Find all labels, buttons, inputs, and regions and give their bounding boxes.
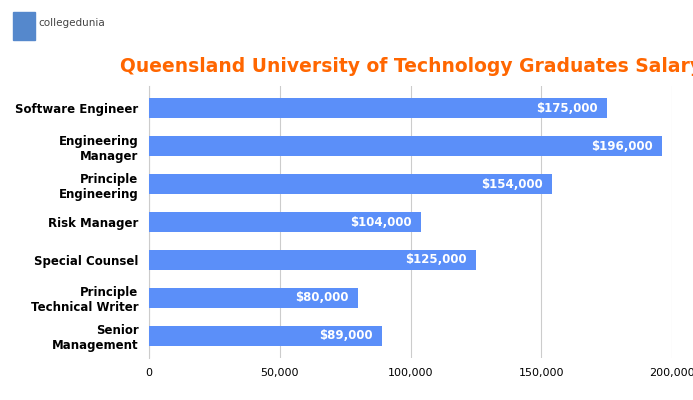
Text: $104,000: $104,000 [350,216,412,228]
Bar [149,212,421,232]
Bar [149,250,476,270]
Text: $154,000: $154,000 [481,178,543,190]
Bar [149,288,358,308]
Text: $175,000: $175,000 [536,102,597,115]
Text: $89,000: $89,000 [319,329,373,342]
Text: $196,000: $196,000 [591,140,653,153]
Bar [149,326,382,346]
Bar [149,98,607,118]
Text: $125,000: $125,000 [405,254,467,266]
Text: $80,000: $80,000 [296,291,349,304]
Bar [149,136,662,156]
Title: Queensland University of Technology Graduates Salary: Queensland University of Technology Grad… [119,57,693,76]
Text: collegedunia: collegedunia [38,18,105,28]
Bar [149,174,552,194]
Bar [13,12,35,40]
